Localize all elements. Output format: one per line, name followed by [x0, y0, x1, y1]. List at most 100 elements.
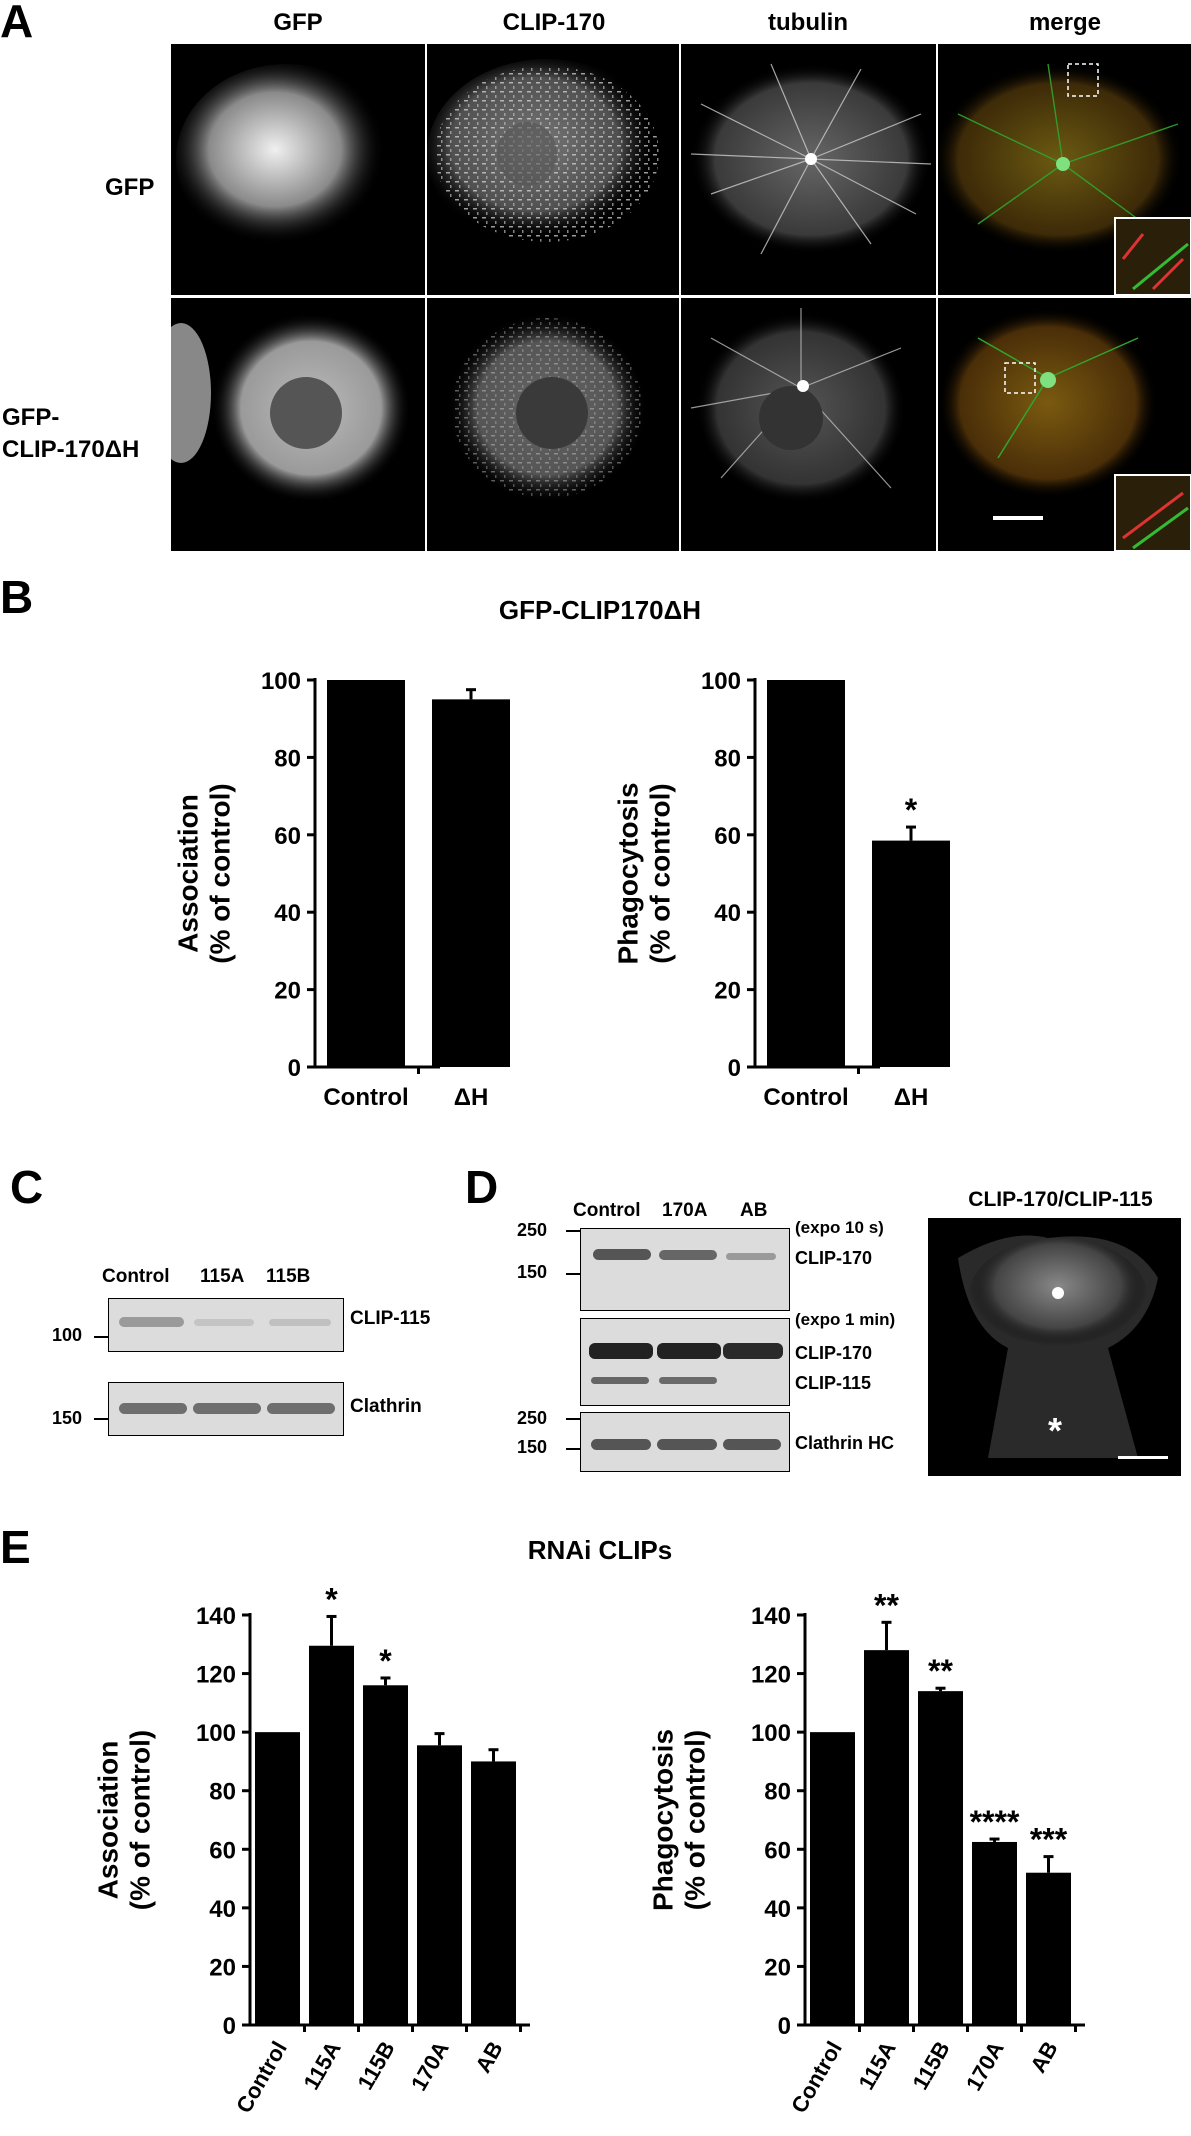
band — [194, 1319, 254, 1326]
x-tick-label: 115B — [352, 2037, 399, 2094]
panel-e-title: RNAi CLIPs — [527, 1535, 673, 1565]
blot-clathrin-c — [108, 1382, 344, 1436]
marker-tick — [566, 1448, 580, 1450]
blot-label-clathrin: Clathrin — [350, 1396, 422, 1417]
panel-letter-c: C — [10, 1161, 44, 1213]
micrograph-dh-tubulin-image — [690, 308, 906, 503]
marker-250-d3: 250 — [517, 1408, 548, 1428]
panel-b-title: GFP-CLIP170ΔH — [498, 595, 702, 625]
band — [591, 1377, 649, 1384]
micrograph-clip170-clip115: * — [928, 1218, 1181, 1476]
x-tick-label: ΔH — [454, 1084, 489, 1111]
y-tick-label: 60 — [274, 823, 301, 850]
lane-115b: 115B — [266, 1266, 311, 1287]
y-tick-label: 20 — [714, 978, 741, 1005]
band — [593, 1249, 651, 1260]
x-tick-label: AB — [1025, 2037, 1063, 2077]
y-axis-label: Phagocytosis — [647, 1729, 678, 1911]
x-tick-label: Control — [323, 1084, 408, 1111]
marker-tick — [566, 1230, 580, 1232]
micrograph-gfp-clip170 — [427, 44, 679, 295]
y-tick-label: 120 — [196, 1662, 236, 1689]
panel-letter-d: D — [465, 1161, 499, 1213]
y-tick-label: 80 — [764, 1779, 791, 1806]
band — [657, 1343, 721, 1359]
blot-clathrin-hc — [580, 1412, 790, 1472]
bar — [417, 1745, 462, 2025]
micrograph-gfp-merge — [938, 44, 1191, 295]
y-tick-label: 40 — [274, 900, 301, 927]
panel-c-lane-labels: Control 115A 115B — [100, 1266, 340, 1290]
column-header-tubulin: tubulin — [768, 9, 848, 36]
bar — [309, 1645, 354, 2025]
chart-phagocytosis-b: 0 20 40 60 80 100 Phagocytosis (% of control) Co… — [612, 668, 950, 1111]
lane-170a: 170A — [662, 1200, 708, 1221]
panel-letter-a: A — [0, 0, 34, 47]
x-tick-label: ΔH — [894, 1084, 929, 1111]
y-tick-label: 140 — [751, 1603, 791, 1630]
y-tick-label: 60 — [764, 1837, 791, 1864]
significance-marker: * — [905, 792, 918, 828]
blot-label-clip115-d: CLIP-115 — [795, 1373, 872, 1393]
row-label-gfp: GFP — [105, 172, 154, 204]
band — [193, 1403, 261, 1414]
x-tick-label: 170A — [406, 2037, 454, 2095]
bar — [1026, 1872, 1071, 2025]
band — [267, 1403, 335, 1414]
marker-150-d1: 150 — [517, 1262, 548, 1282]
marker-150: 150 — [52, 1408, 83, 1428]
bar — [471, 1761, 516, 2025]
marker-250-d1: 250 — [517, 1220, 548, 1240]
scale-bar-d — [1118, 1456, 1168, 1459]
y-tick-label: 0 — [223, 2013, 236, 2040]
micrograph-dh-gfp-image — [171, 313, 411, 503]
bar — [767, 680, 845, 1067]
y-axis-label: (% of control) — [124, 1730, 155, 1910]
significance-marker: * — [379, 1643, 392, 1679]
band — [269, 1319, 331, 1326]
y-tick-label: 20 — [764, 1954, 791, 1981]
blot-label-clathrin-hc: Clathrin HC — [795, 1433, 894, 1453]
blot-label-clip170-short: CLIP-170 — [795, 1248, 873, 1268]
band — [119, 1317, 184, 1327]
bar — [972, 1841, 1017, 2025]
merge-roi-box — [1067, 63, 1099, 97]
x-tick-label: 170A — [961, 2037, 1009, 2095]
significance-marker: **** — [970, 1804, 1020, 1840]
lane-control-d: Control — [573, 1200, 641, 1221]
marker-tick — [94, 1336, 108, 1338]
merge-roi-box-2 — [1004, 362, 1036, 394]
marker-100: 100 — [52, 1325, 83, 1345]
micrograph-gfp-gfp-image — [176, 64, 396, 254]
merge-inset-2 — [1114, 474, 1191, 551]
y-tick-label: 80 — [209, 1779, 236, 1806]
y-tick-label: 0 — [778, 2013, 791, 2040]
micrograph-gfp-gfp — [171, 44, 425, 295]
chart-association-e: 0 20 40 60 80 100 120 140 Association (% of contr… — [92, 1581, 530, 2117]
blot-label-expo10: (expo 10 s) — [795, 1218, 884, 1237]
micrograph-dh-gfp — [171, 298, 425, 551]
marker-tick — [566, 1418, 580, 1420]
row-label-gfp-text: GFP — [105, 174, 155, 201]
significance-marker: ** — [874, 1587, 899, 1623]
x-tick-label: Control — [786, 2037, 847, 2117]
y-axis-label: (% of control) — [204, 783, 235, 963]
band — [657, 1439, 717, 1450]
marker-150-d3: 150 — [517, 1437, 548, 1457]
micrograph-gfp-clip170-image — [427, 59, 667, 249]
x-tick-label: Control — [763, 1084, 848, 1111]
column-header-clip170: CLIP-170 — [502, 9, 606, 36]
significance-marker: * — [325, 1581, 338, 1617]
micrograph-dh-merge-image — [938, 308, 1191, 551]
y-tick-label: 100 — [196, 1720, 236, 1747]
band — [726, 1253, 776, 1260]
y-tick-label: 60 — [209, 1837, 236, 1864]
merge-inset — [1114, 217, 1191, 295]
y-tick-label: 140 — [196, 1603, 236, 1630]
x-tick-label: 115A — [298, 2037, 345, 2094]
micrograph-gfp-merge-image — [938, 63, 1191, 295]
row-label-line-2: CLIP-170ΔH — [2, 436, 140, 463]
band — [119, 1403, 187, 1414]
bar — [363, 1685, 408, 2025]
y-axis-label: Association — [92, 1741, 123, 1900]
